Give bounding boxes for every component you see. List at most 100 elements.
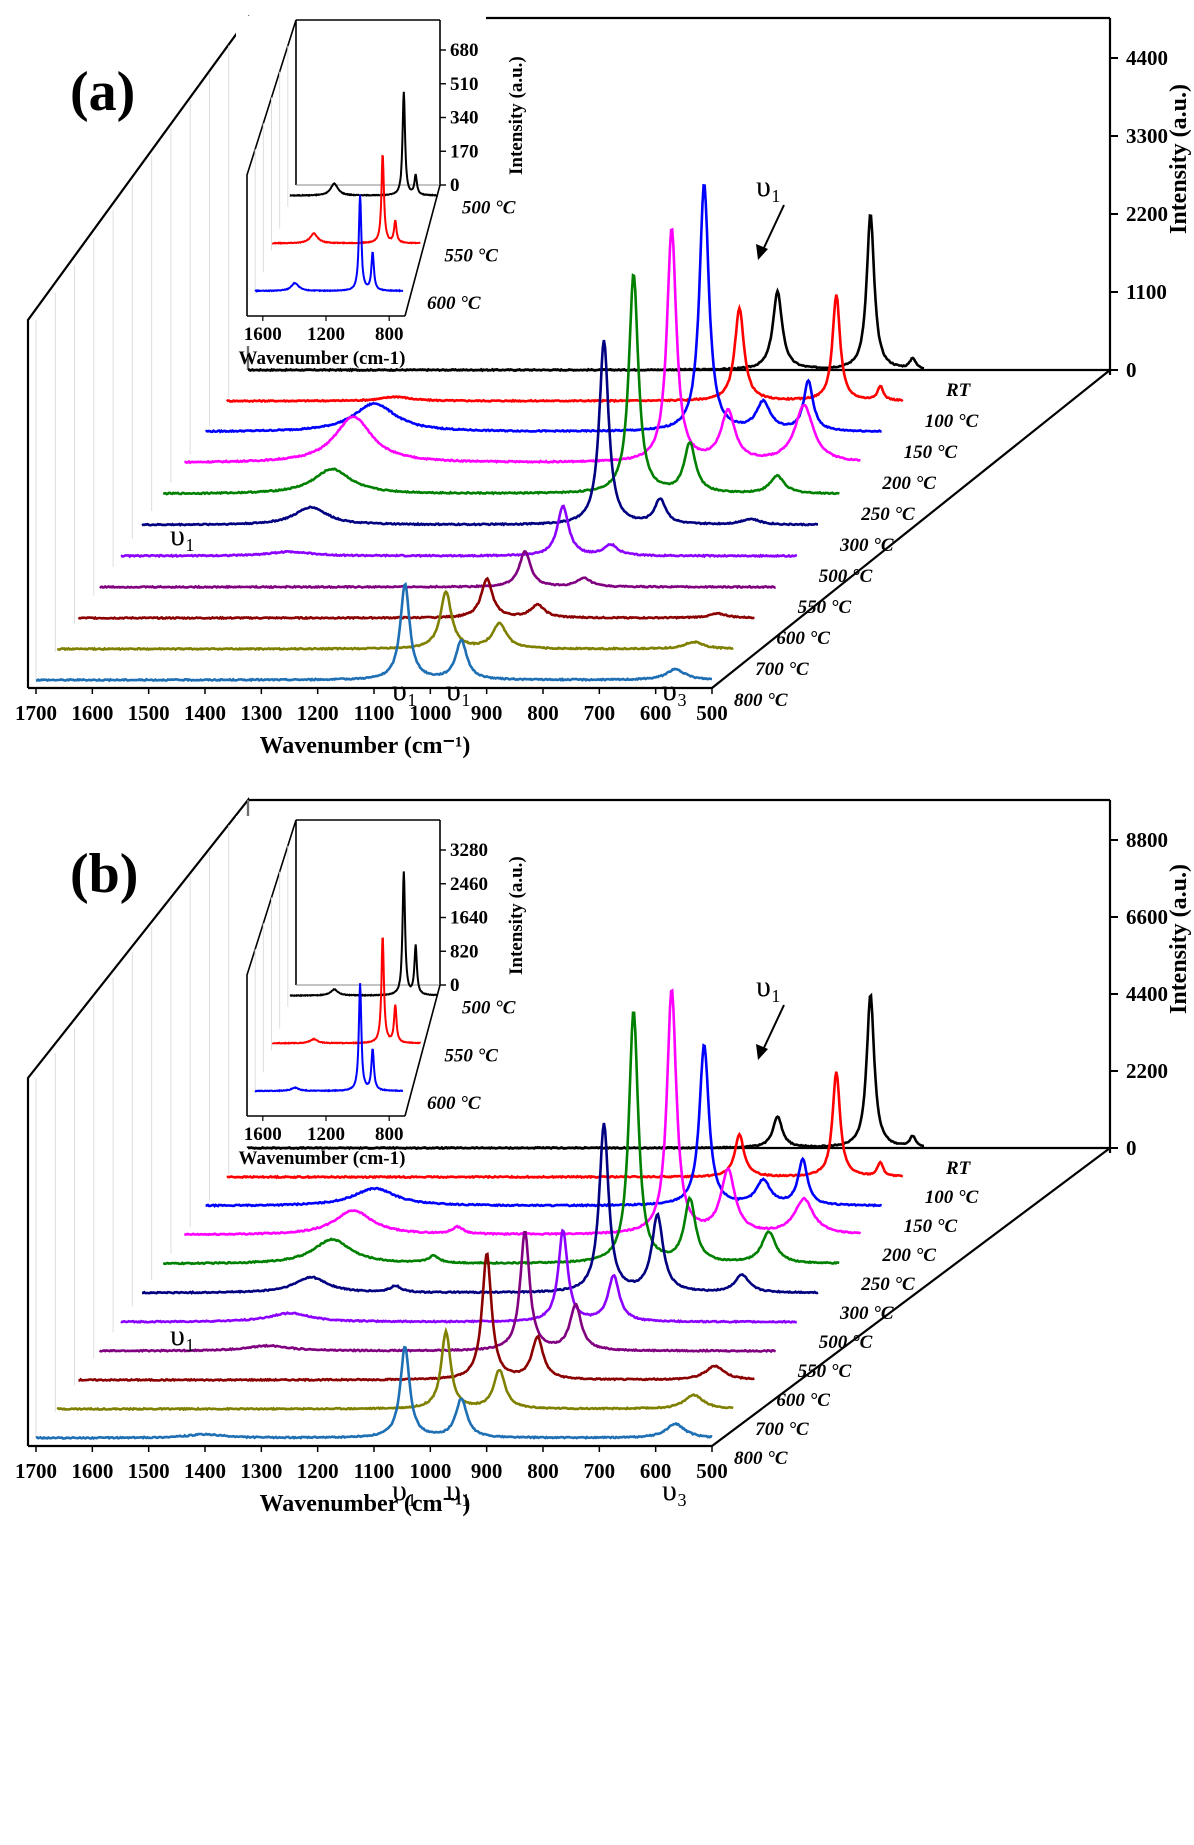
annotation-v3: υ₃ — [662, 1474, 687, 1507]
spectrum-line — [120, 1228, 797, 1324]
series-label: 300 °C — [839, 535, 894, 556]
x-tick-label: 1600 — [71, 701, 113, 725]
annotation-v1: υ₁ — [756, 170, 781, 203]
annotation-v1: υ₁ — [756, 970, 781, 1003]
inset-series-label: 550 °C — [444, 1045, 498, 1066]
inset-series-label: 600 °C — [427, 1093, 481, 1114]
arrow-head — [756, 1044, 768, 1060]
spectrum-line — [162, 273, 840, 496]
right-floor-edge — [711, 1147, 1111, 1447]
x-tick-label: 1500 — [128, 701, 170, 725]
x-tick-label: 1400 — [184, 701, 226, 725]
z-tick-label: 4400 — [1126, 982, 1168, 1006]
x-tick-label: 800 — [527, 1459, 559, 1483]
inset-z-tick-label: 510 — [450, 74, 479, 95]
annotation-v1: υ₁ — [170, 1319, 195, 1352]
inset-series-label: 500 °C — [462, 198, 516, 219]
inset-z-tick-label: 170 — [450, 141, 479, 162]
inset-z-tick-label: 0 — [450, 975, 460, 996]
series-label: 700 °C — [755, 659, 809, 680]
annotation-v1: υ₁ — [170, 519, 195, 552]
spectrum-line — [78, 1252, 755, 1383]
z-axis-title: Intensity (a.u.) — [1166, 864, 1192, 1014]
series-label: 200 °C — [881, 1245, 936, 1266]
inset-spectrum-line — [289, 871, 439, 998]
x-tick-label: 1200 — [297, 701, 339, 725]
z-tick-label: 2200 — [1126, 1059, 1168, 1083]
z-tick-label: 4400 — [1126, 46, 1168, 70]
x-tick-label: 500 — [696, 1459, 728, 1483]
x-axis: 1700 1600 1500 1400 1300 1200 1100 1000 900 800 70… — [15, 1446, 728, 1517]
inset-spectrum-line — [271, 154, 421, 245]
z-tick-label: 6600 — [1126, 905, 1168, 929]
intensity-axis: 0 1100 2200 3300 4400 Intensity (a.u.) — [1110, 46, 1192, 382]
inset-z-tick-label: 820 — [450, 941, 479, 962]
annotation-v1: υ₁ — [446, 674, 471, 707]
annotation-v1: υ₁ — [392, 1474, 417, 1507]
z-tick-label: 8800 — [1126, 828, 1168, 852]
x-tick-label: 1300 — [240, 701, 282, 725]
x-axis: 1700 1600 1500 1400 1300 1200 1100 1000 900 800 70… — [15, 688, 728, 759]
spectrum-line — [226, 1071, 903, 1180]
panel-label: (b) — [70, 843, 138, 905]
annotation-v1: υ₁ — [392, 674, 417, 707]
inset-z-tick-label: 2460 — [450, 874, 488, 895]
inset-spectrum-line — [271, 937, 422, 1045]
spectrum-line — [77, 576, 755, 621]
series-label: 600 °C — [776, 628, 830, 649]
inset-x-tick-label: 1200 — [307, 324, 345, 345]
inset-right-floor — [404, 984, 441, 1117]
spectrum-line — [183, 988, 862, 1237]
spectra: RT 100 °C 150 °C 200 °C 250 °C 300 °C 500 °C 55… — [35, 183, 979, 711]
x-tick-label: 1400 — [184, 1459, 226, 1483]
arrow-shaft — [761, 204, 785, 253]
x-tick-label: 700 — [584, 701, 616, 725]
inset-series-label: 600 °C — [427, 293, 481, 314]
spectrum-line — [35, 582, 712, 683]
spectrum-line — [141, 339, 818, 527]
x-tick-label: 1600 — [71, 1459, 113, 1483]
inset-chart: 0 820 1640 2460 3280 Intensity (a.u.) 1600 1200… — [236, 816, 527, 1169]
x-tick-label: 1700 — [15, 1459, 57, 1483]
series-label: 600 °C — [776, 1390, 830, 1411]
inset-z-tick-label: 340 — [450, 108, 479, 129]
chart-panel-b: 0 2200 4400 6600 8800 Intensity (a.u.) 1700 160… — [15, 796, 1192, 1517]
x-tick-label: 500 — [696, 701, 728, 725]
panel-label: (a) — [70, 61, 135, 123]
series-label: 250 °C — [860, 504, 915, 525]
x-tick-label: 700 — [584, 1459, 616, 1483]
z-tick-label: 0 — [1126, 358, 1137, 382]
x-tick-label: 1300 — [240, 1459, 282, 1483]
intensity-axis: 0 2200 4400 6600 8800 Intensity (a.u.) — [1110, 828, 1192, 1160]
spectrum-line — [225, 294, 904, 404]
spectrum-line — [98, 1231, 777, 1354]
inset-x-title: Wavenumber (cm-1) — [239, 348, 406, 369]
series-label: RT — [945, 1158, 972, 1179]
annotations: υ₁ υ₁ υ₁ υ₃ υ₁ — [170, 970, 785, 1507]
series-label: 300 °C — [839, 1303, 894, 1324]
inset-spectrum-line — [254, 194, 404, 293]
annotation-v1: υ₁ — [446, 1474, 471, 1507]
series-label: 550 °C — [798, 1361, 852, 1382]
series-label: 150 °C — [904, 1216, 958, 1237]
x-tick-label: 900 — [471, 701, 503, 725]
series-label: 100 °C — [925, 1187, 979, 1208]
spectrum-line — [205, 1043, 883, 1209]
x-axis-title: Wavenumber (cm⁻¹) — [260, 1491, 471, 1517]
series-label: 800 °C — [734, 1448, 788, 1469]
series-label: 800 °C — [734, 690, 788, 711]
inset-z-title: Intensity (a.u.) — [506, 56, 527, 175]
z-tick-label: 2200 — [1126, 202, 1168, 226]
z-tick-label: 0 — [1126, 1136, 1137, 1160]
spectrum-line — [205, 183, 882, 434]
inset-x-tick-label: 800 — [375, 1124, 404, 1145]
spectra: RT 100 °C 150 °C 200 °C 250 °C 300 °C 500 °C 55… — [35, 988, 979, 1469]
inset-x-title: Wavenumber (cm-1) — [239, 1148, 406, 1169]
x-axis-title: Wavenumber (cm⁻¹) — [260, 733, 471, 759]
inset-spectrum-line — [289, 91, 438, 198]
x-tick-label: 1100 — [354, 1459, 395, 1483]
series-label: 150 °C — [904, 442, 958, 463]
inset-x-tick-label: 1600 — [244, 1124, 282, 1145]
inset-z-tick-label: 3280 — [450, 840, 488, 861]
